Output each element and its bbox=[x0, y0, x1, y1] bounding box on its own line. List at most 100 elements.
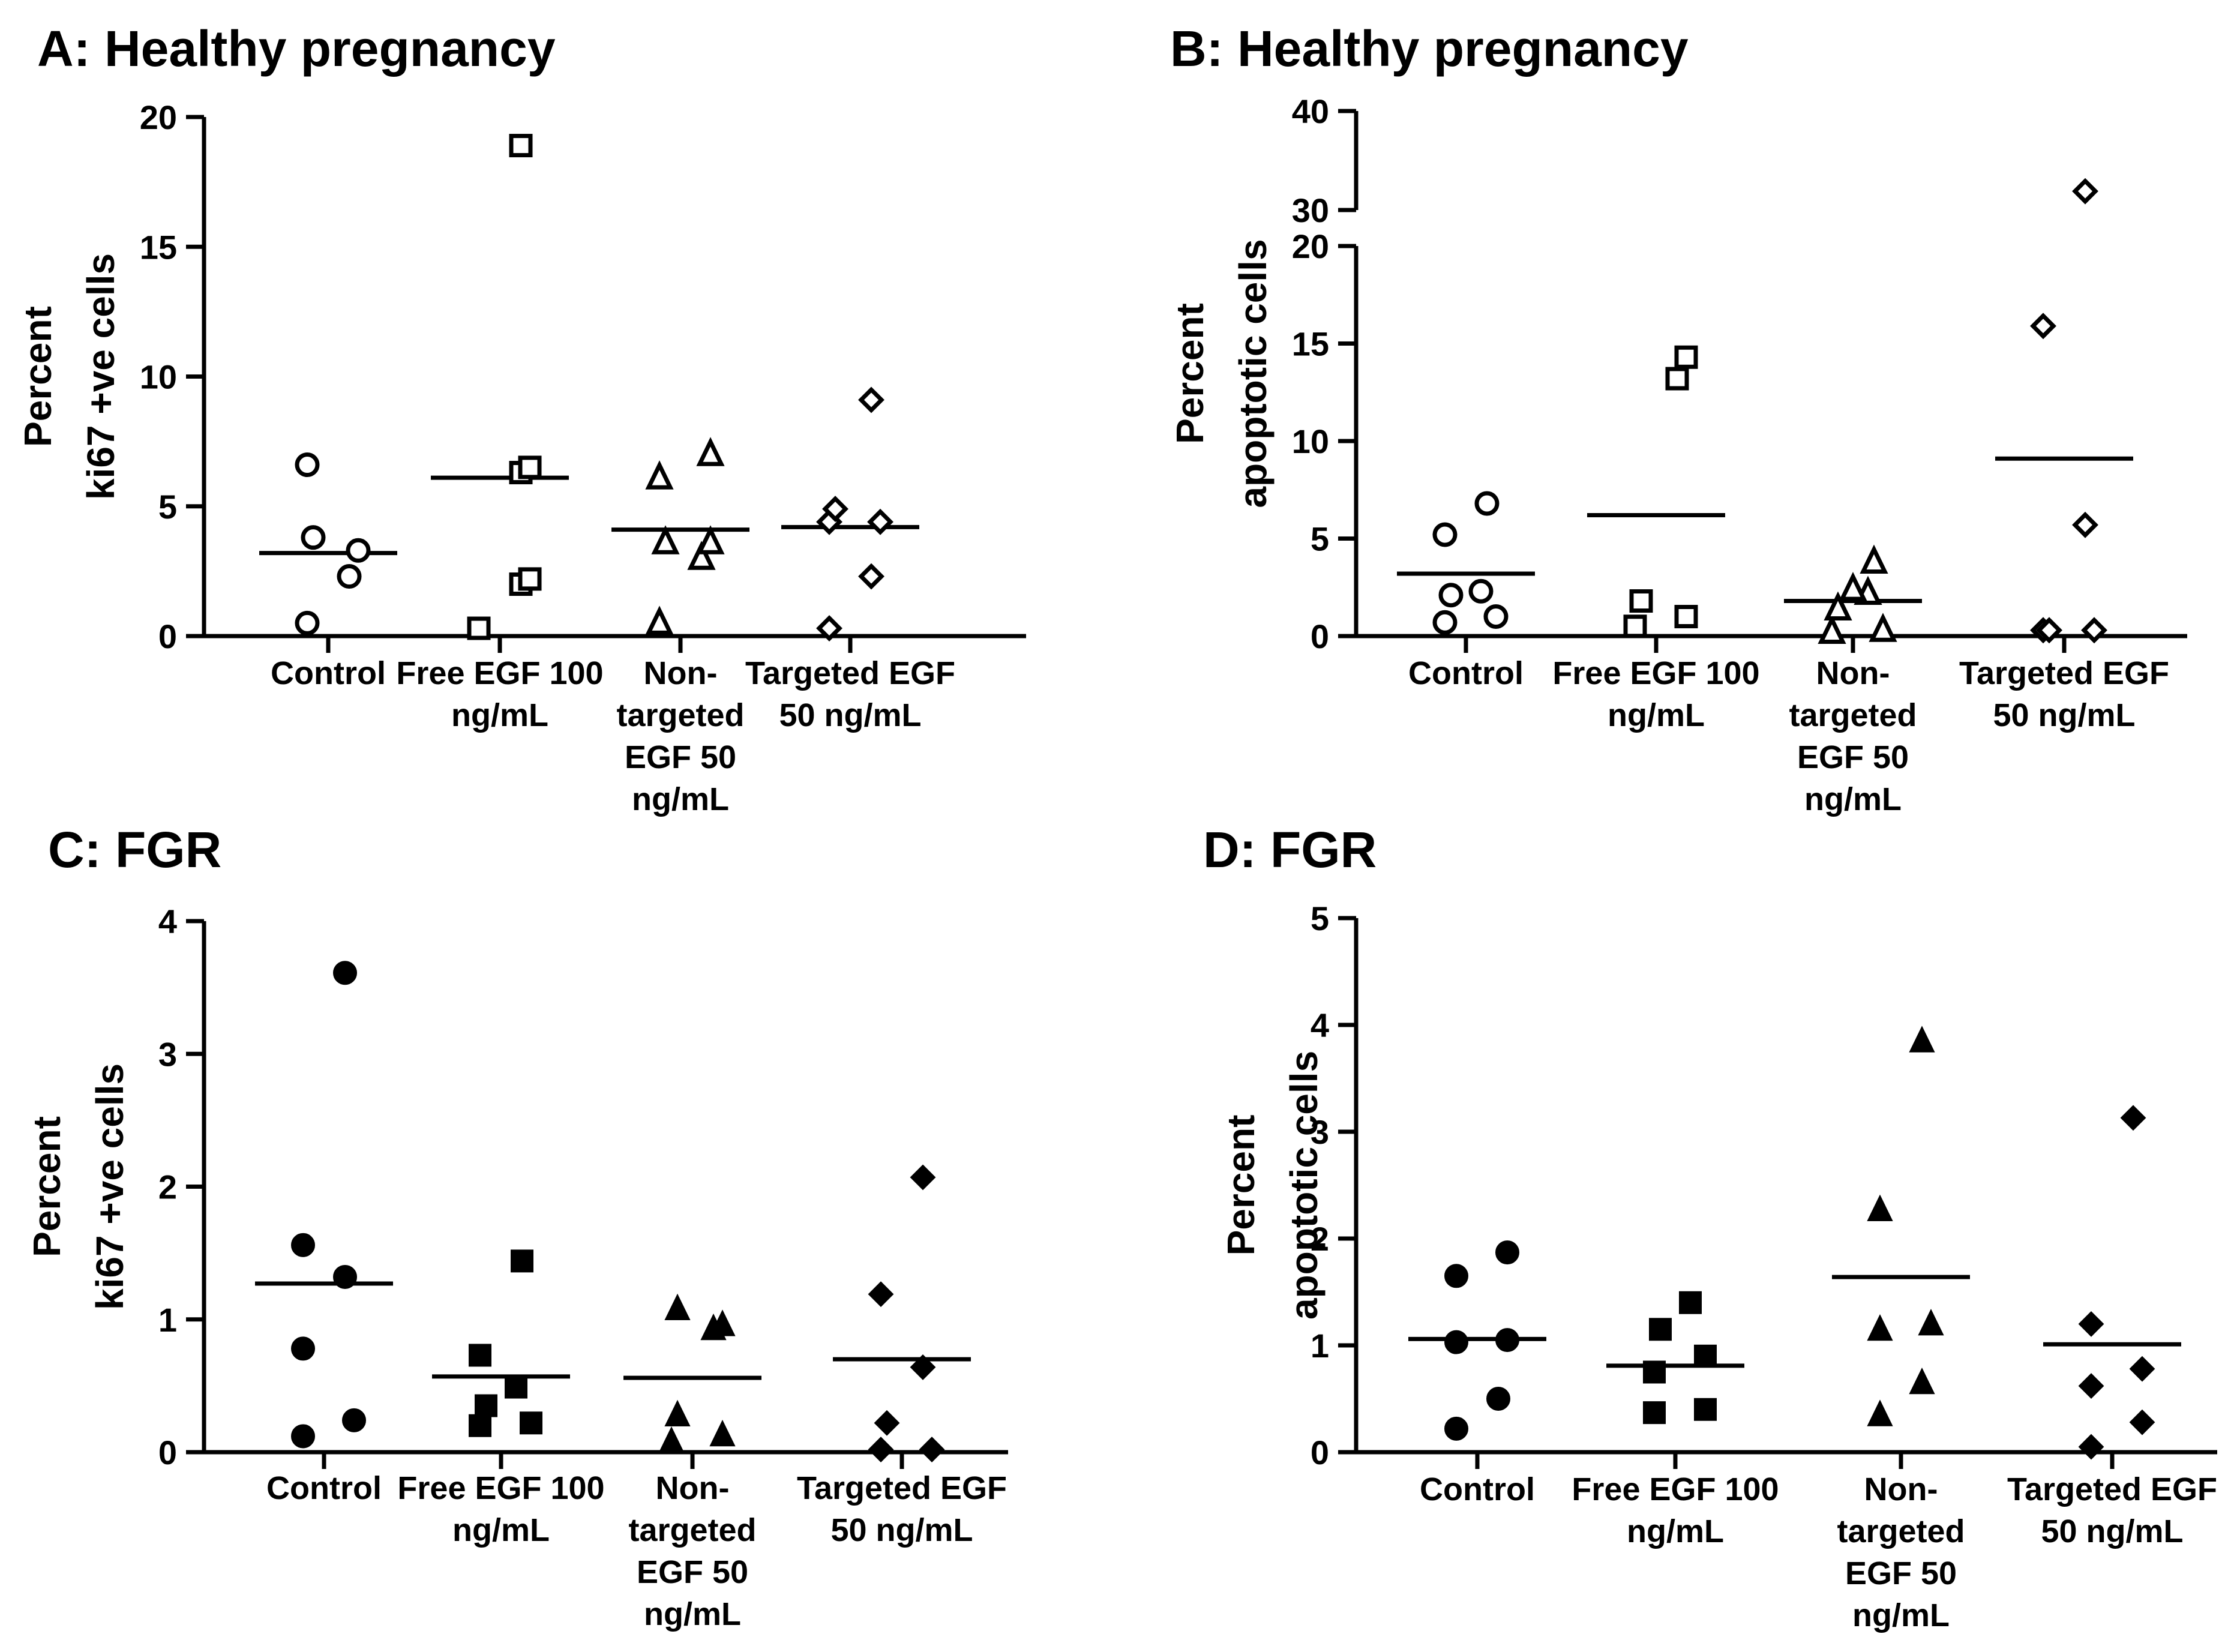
data-point bbox=[1438, 583, 1464, 608]
y-axis-label: ki67 +ve cells bbox=[79, 253, 122, 500]
y-tick-label: 3 bbox=[1311, 1113, 1329, 1151]
data-point bbox=[469, 1414, 491, 1437]
x-category-label: Control bbox=[1408, 655, 1524, 691]
data-point bbox=[511, 1249, 533, 1273]
data-point bbox=[291, 1336, 315, 1361]
data-point bbox=[2129, 1409, 2155, 1435]
data-point bbox=[1486, 1387, 1510, 1411]
y-tick-label: 20 bbox=[140, 98, 177, 136]
data-point bbox=[1649, 1318, 1672, 1341]
data-point bbox=[1694, 1344, 1717, 1368]
data-point bbox=[295, 610, 320, 635]
data-point bbox=[2072, 178, 2098, 205]
x-category-label: targeted bbox=[1837, 1513, 1965, 1549]
data-point bbox=[1674, 605, 1698, 628]
y-tick-label: 40 bbox=[1292, 92, 1329, 130]
data-point bbox=[1643, 1360, 1666, 1384]
y-axis-label: Percent bbox=[16, 306, 59, 447]
y-tick-label: 20 bbox=[1292, 227, 1329, 265]
data-point bbox=[1629, 589, 1653, 613]
y-axis-label: apoptotic cells bbox=[1231, 239, 1275, 508]
y-axis-label: apoptotic cells bbox=[1282, 1051, 1326, 1320]
data-point bbox=[1474, 491, 1500, 516]
data-point bbox=[658, 1426, 685, 1453]
data-point bbox=[645, 460, 674, 490]
data-point bbox=[919, 1437, 945, 1462]
data-point bbox=[301, 525, 326, 550]
x-category-label: EGF 50 bbox=[1845, 1555, 1957, 1591]
x-category-label: ng/mL bbox=[644, 1596, 741, 1632]
data-point bbox=[467, 616, 491, 640]
x-category-label: Non- bbox=[1816, 655, 1890, 691]
data-point bbox=[346, 538, 371, 563]
x-category-label: Free EGF 100 bbox=[1552, 655, 1759, 691]
data-point bbox=[1643, 1401, 1666, 1425]
y-tick-label: 5 bbox=[158, 488, 177, 526]
x-category-label: Free EGF 100 bbox=[396, 655, 603, 691]
data-point bbox=[822, 496, 848, 523]
x-category-label: ng/mL bbox=[1608, 697, 1705, 733]
data-point bbox=[1674, 345, 1698, 369]
y-tick-label: 1 bbox=[158, 1301, 177, 1339]
data-point bbox=[291, 1233, 315, 1257]
data-point bbox=[295, 452, 320, 478]
data-point bbox=[333, 961, 357, 985]
y-tick-label: 0 bbox=[158, 1434, 177, 1471]
data-point bbox=[1918, 1309, 1944, 1336]
data-point bbox=[664, 1399, 691, 1427]
data-point bbox=[518, 455, 542, 479]
y-tick-label: 0 bbox=[1311, 1434, 1329, 1471]
data-point bbox=[1909, 1368, 1935, 1395]
data-point bbox=[709, 1419, 736, 1447]
y-axis-label: Percent bbox=[25, 1116, 68, 1257]
x-category-label: targeted bbox=[1789, 697, 1917, 733]
data-point bbox=[910, 1164, 936, 1191]
data-point bbox=[1483, 604, 1509, 629]
data-point bbox=[1839, 571, 1867, 601]
y-tick-label: 15 bbox=[140, 228, 177, 266]
data-point bbox=[342, 1408, 366, 1432]
x-category-label: EGF 50 bbox=[1797, 739, 1909, 775]
x-category-label: Non- bbox=[656, 1470, 730, 1506]
panel-a: A: Healthy pregnancy 0 5 10 15 20 Percent ki67 … bbox=[16, 20, 1026, 817]
x-category-label: Control bbox=[271, 655, 386, 691]
data-point bbox=[816, 615, 842, 641]
x-category-label: ng/mL bbox=[1852, 1597, 1950, 1633]
x-category-label: Free EGF 100 bbox=[1572, 1471, 1779, 1507]
data-point bbox=[868, 1281, 894, 1308]
data-point bbox=[858, 563, 884, 590]
x-category-label: Targeted EGF bbox=[745, 655, 955, 691]
data-point bbox=[1432, 610, 1458, 635]
data-point bbox=[645, 605, 674, 635]
panel-c: C: FGR 0 1 2 3 4 Percent ki67 +ve cells Control F… bbox=[25, 821, 1008, 1632]
y-axis-label: Percent bbox=[1219, 1115, 1263, 1256]
x-category-label: ng/mL bbox=[1627, 1513, 1724, 1549]
data-point bbox=[1495, 1328, 1519, 1353]
x-category-label: targeted bbox=[616, 697, 744, 733]
y-tick-label: 2 bbox=[1311, 1220, 1329, 1258]
y-tick-label: 15 bbox=[1292, 325, 1329, 363]
x-category-label: Targeted EGF bbox=[2007, 1471, 2217, 1507]
data-point bbox=[291, 1424, 315, 1449]
data-point bbox=[874, 1410, 900, 1436]
data-point bbox=[868, 1437, 894, 1462]
x-category-label: Control bbox=[1420, 1471, 1535, 1507]
y-axis-label: Percent bbox=[1168, 303, 1212, 444]
x-category-label: ng/mL bbox=[452, 1512, 550, 1548]
panel-title: D: FGR bbox=[1203, 821, 1377, 878]
data-point bbox=[1909, 1026, 1935, 1053]
data-point bbox=[1867, 1194, 1893, 1221]
data-point bbox=[709, 1309, 736, 1336]
y-tick-label: 0 bbox=[158, 617, 177, 655]
data-point bbox=[696, 437, 725, 466]
data-point bbox=[2078, 1434, 2104, 1460]
y-tick-label: 3 bbox=[158, 1035, 177, 1073]
data-point bbox=[333, 1264, 357, 1289]
data-point bbox=[1444, 1330, 1468, 1354]
x-category-label: Targeted EGF bbox=[797, 1470, 1007, 1506]
data-point bbox=[687, 541, 716, 570]
y-tick-label: 5 bbox=[1311, 900, 1329, 937]
data-point bbox=[1869, 613, 1897, 642]
